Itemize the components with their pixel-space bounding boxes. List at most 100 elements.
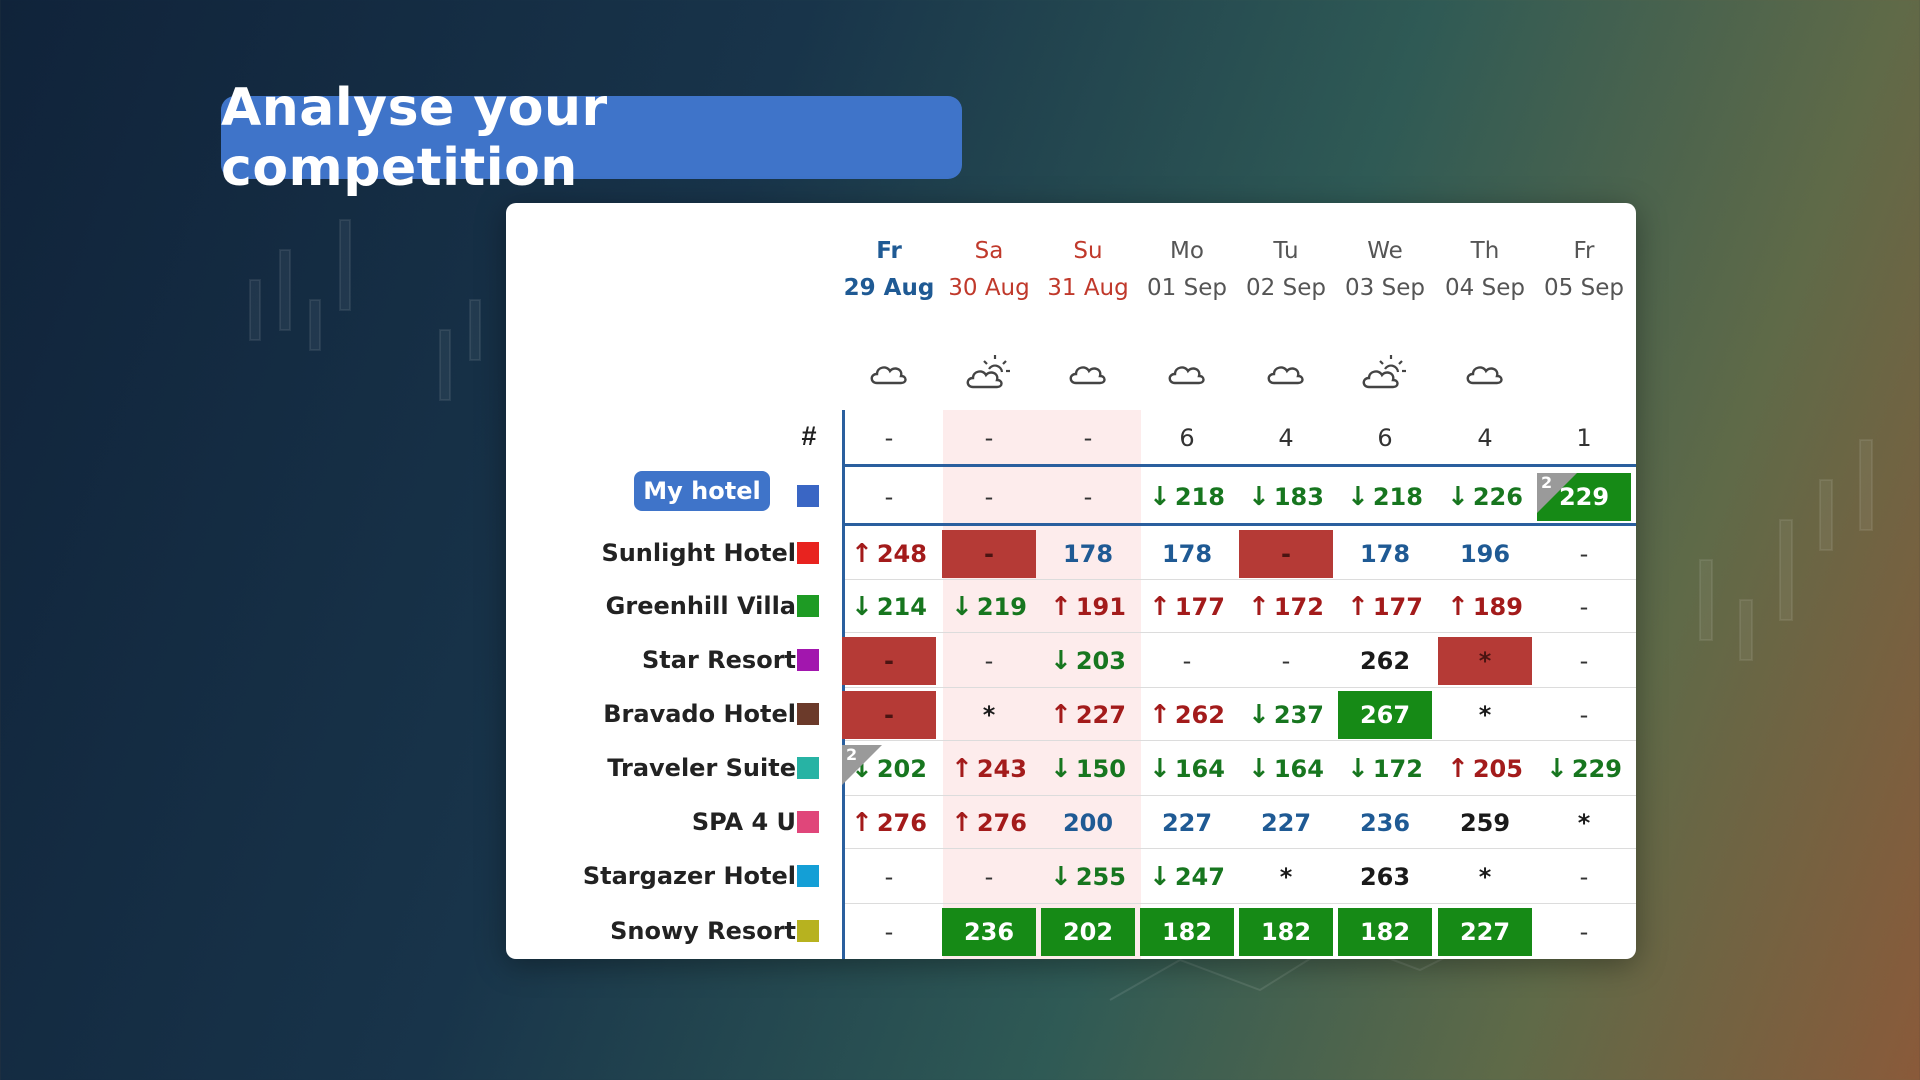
rate-cell[interactable]: ↓ 214 xyxy=(842,583,936,631)
rate-cell[interactable]: ↑ 262 xyxy=(1140,691,1234,739)
hotel-color-swatch xyxy=(797,594,819,617)
rate-cell[interactable]: 227 xyxy=(1140,799,1234,847)
rate-cell[interactable]: * xyxy=(1239,853,1333,901)
rate-value: 172 xyxy=(1372,754,1423,783)
row-divider xyxy=(845,740,1636,741)
rate-cell[interactable]: ↑ 276 xyxy=(942,799,1036,847)
rate-cell[interactable]: - xyxy=(1537,853,1631,901)
my-hotel-label[interactable]: My hotel xyxy=(634,471,770,511)
rate-cell[interactable]: - xyxy=(1537,691,1631,739)
rate-cell[interactable]: 6 xyxy=(1338,414,1432,462)
rate-cell[interactable]: 262 xyxy=(1338,637,1432,685)
rate-cell[interactable]: - xyxy=(1537,637,1631,685)
rate-cell[interactable]: ↓ 150 xyxy=(1041,745,1135,793)
rate-cell[interactable]: 178 xyxy=(1338,530,1432,578)
rate-value: 4 xyxy=(1278,424,1294,452)
rate-cell[interactable]: - xyxy=(942,473,1036,521)
rate-cell[interactable]: - xyxy=(1537,908,1631,956)
rate-cell[interactable]: ↓ 202 2 xyxy=(842,744,936,793)
rate-cell[interactable]: ↑ 177 xyxy=(1140,583,1234,631)
rate-cell[interactable]: 267 xyxy=(1338,690,1432,739)
rate-cell[interactable]: ↓ 164 xyxy=(1140,745,1234,793)
rate-cell[interactable]: 196 xyxy=(1438,530,1532,578)
day-of-week: Fr xyxy=(876,238,902,264)
rate-cell[interactable]: 202 xyxy=(1041,908,1135,956)
rate-cell[interactable]: * xyxy=(1438,853,1532,901)
rate-cell[interactable]: - xyxy=(842,690,936,739)
rate-cell[interactable]: * xyxy=(942,691,1036,739)
rate-value: - xyxy=(1579,539,1589,568)
rate-cell[interactable]: - xyxy=(1537,530,1631,578)
rate-cell[interactable]: 259 xyxy=(1438,799,1532,847)
rate-value: 172 xyxy=(1273,592,1324,621)
rate-cell[interactable]: - xyxy=(942,853,1036,901)
rate-cell[interactable]: - xyxy=(842,473,936,521)
rate-cell[interactable]: 6 xyxy=(1140,414,1234,462)
rate-cell[interactable]: ↑ 189 xyxy=(1438,583,1532,631)
rate-cell[interactable]: ↑ 172 xyxy=(1239,583,1333,631)
rate-cell[interactable]: 227 xyxy=(1239,799,1333,847)
rate-cell[interactable]: ↓ 219 xyxy=(942,583,1036,631)
rate-cell[interactable]: 182 xyxy=(1338,908,1432,956)
rate-cell[interactable]: - xyxy=(842,853,936,901)
rate-cell[interactable]: ↑ 248 xyxy=(842,530,936,578)
rate-cell[interactable]: 229 2 xyxy=(1537,473,1631,521)
rate-cell[interactable]: * xyxy=(1438,691,1532,739)
rate-cell[interactable]: 263 xyxy=(1338,853,1432,901)
day-date: 01 Sep xyxy=(1147,275,1227,301)
row-divider xyxy=(845,903,1636,904)
rate-cell[interactable]: ↑ 177 xyxy=(1338,583,1432,631)
rate-cell[interactable]: 4 xyxy=(1438,414,1532,462)
rate-cell[interactable]: - xyxy=(1239,529,1333,578)
hotel-color-swatch xyxy=(797,485,819,507)
rate-cell[interactable]: ↓ 164 xyxy=(1239,745,1333,793)
rate-cell[interactable]: - xyxy=(1537,583,1631,631)
rate-value: 227 xyxy=(1161,808,1213,837)
rate-cell[interactable]: ↓ 172 xyxy=(1338,745,1432,793)
rate-cell[interactable]: * xyxy=(1438,636,1532,685)
rate-cell[interactable]: 178 xyxy=(1041,530,1135,578)
rate-cell[interactable]: - xyxy=(842,414,936,462)
rate-value: 276 xyxy=(976,808,1027,837)
rate-cell[interactable]: - xyxy=(842,636,936,685)
rate-cell[interactable]: ↓ 203 xyxy=(1041,637,1135,685)
rate-cell[interactable]: - xyxy=(942,529,1036,578)
rate-cell[interactable]: ↑ 243 xyxy=(942,745,1036,793)
rate-cell[interactable]: 236 xyxy=(942,908,1036,956)
rate-cell[interactable]: ↓ 218 xyxy=(1338,473,1432,521)
rate-cell[interactable]: - xyxy=(1041,414,1135,462)
day-date: 31 Aug xyxy=(1047,275,1129,301)
rate-cell[interactable]: 182 xyxy=(1140,908,1234,956)
rate-cell[interactable]: ↓ 229 xyxy=(1537,745,1631,793)
arrow-up-icon: ↑ xyxy=(1149,699,1171,730)
rate-cell[interactable]: ↑ 191 xyxy=(1041,583,1135,631)
rate-cell[interactable]: - xyxy=(942,414,1036,462)
rate-cell[interactable]: ↓ 218 xyxy=(1140,473,1234,521)
rate-cell[interactable]: ↑ 227 xyxy=(1041,691,1135,739)
rate-cell[interactable]: ↓ 183 xyxy=(1239,473,1333,521)
rate-cell[interactable]: 182 xyxy=(1239,908,1333,956)
arrow-down-icon: ↓ xyxy=(1149,861,1171,892)
rate-cell[interactable]: 4 xyxy=(1239,414,1333,462)
arrow-down-icon: ↓ xyxy=(1050,645,1072,676)
rate-cell[interactable]: - xyxy=(1239,637,1333,685)
rate-cell[interactable]: * xyxy=(1537,799,1631,847)
rate-cell[interactable]: 178 xyxy=(1140,530,1234,578)
cloud-icon xyxy=(1039,353,1137,393)
rate-cell[interactable]: - xyxy=(942,637,1036,685)
rate-value: * xyxy=(1577,808,1591,837)
rate-cell[interactable]: ↑ 205 xyxy=(1438,745,1532,793)
rate-cell[interactable]: ↓ 255 xyxy=(1041,853,1135,901)
rate-cell[interactable]: - xyxy=(1041,473,1135,521)
rate-value: 202 xyxy=(876,754,927,783)
rate-cell[interactable]: 227 xyxy=(1438,908,1532,956)
rate-cell[interactable]: - xyxy=(1140,637,1234,685)
rate-cell[interactable]: ↓ 237 xyxy=(1239,691,1333,739)
rate-cell[interactable]: ↓ 247 xyxy=(1140,853,1234,901)
rate-cell[interactable]: 200 xyxy=(1041,799,1135,847)
rate-cell[interactable]: ↓ 226 xyxy=(1438,473,1532,521)
rate-cell[interactable]: 1 xyxy=(1537,414,1631,462)
rate-cell[interactable]: 236 xyxy=(1338,799,1432,847)
rate-cell[interactable]: - xyxy=(842,908,936,956)
rate-cell[interactable]: ↑ 276 xyxy=(842,799,936,847)
